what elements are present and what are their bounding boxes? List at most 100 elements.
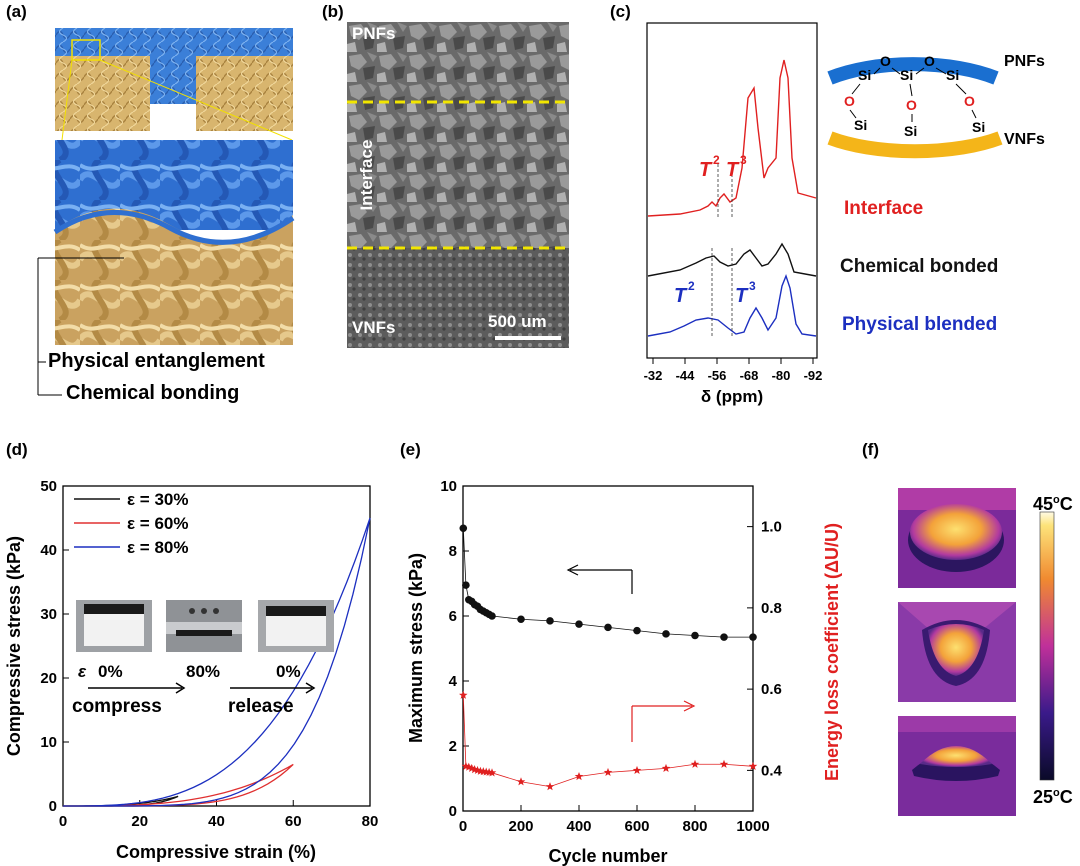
schematic-vnfs-label: VNFs (1004, 131, 1045, 148)
x-tick-label: 1000 (736, 818, 769, 835)
energy-point (574, 771, 584, 781)
x-tick-label: 200 (508, 818, 533, 835)
x-tick-label: 0 (59, 813, 67, 830)
sem-label-pnfs: PNFs (352, 24, 396, 43)
y-tick-label: 20 (40, 670, 57, 687)
inset-photo-1 (76, 600, 152, 652)
nmr-legend-chemical: Chemical bonded (840, 256, 998, 277)
energy-point (459, 690, 468, 699)
nmr-tick-2: -44 (676, 368, 696, 383)
nmr-t2-interface-sup: 2 (713, 153, 720, 167)
nmr-chemical-curve (647, 242, 817, 277)
svg-text:Si: Si (904, 123, 917, 139)
panel-label-e: (e) (400, 440, 421, 459)
curve-80-percent (62, 517, 371, 807)
nmr-t2-interface: T (699, 159, 713, 181)
x-tick-label: 600 (624, 818, 649, 835)
nmr-tick-1: -32 (644, 368, 663, 383)
thermal-scale-max: 45oC (1033, 494, 1073, 514)
inset-compress-label: compress (72, 696, 162, 717)
nmr-legend-interface: Interface (844, 198, 923, 219)
nmr-xlabel: δ (ppm) (701, 387, 763, 406)
y-left-tick-label: 0 (449, 803, 457, 820)
svg-text:O: O (844, 93, 855, 109)
chart-e-frame (462, 485, 754, 812)
energy-point (748, 761, 758, 770)
stress-point (720, 633, 728, 641)
thermal-scale-min: 25oC (1033, 787, 1073, 807)
schematic-o-atoms: O O (880, 53, 935, 69)
nmr-t3-interface-sup: 3 (740, 153, 747, 167)
x-tick-label: 20 (131, 813, 148, 830)
stress-point (546, 617, 554, 625)
y-left-tick-label: 10 (440, 478, 457, 495)
y-right-tick-label: 0.4 (761, 762, 783, 779)
chart-e: 0 200 400 600 800 1000 0 2 4 6 8 10 0.4 0.6 0.8 1.0 Cyc… (406, 478, 842, 866)
nmr-interface-curve (647, 59, 817, 217)
chart-d: 0 20 40 60 80 0 10 20 30 40 50 ε = 30% ε = 60% ε =… (4, 478, 379, 862)
svg-text:O: O (880, 53, 891, 69)
y-right-tick-label: 1.0 (761, 519, 782, 536)
nmr-physical-curve (647, 273, 817, 337)
panel-a-illustration (37, 28, 295, 396)
nmr-tick-6: -92 (804, 368, 823, 383)
schematic-pnf-arc (827, 57, 999, 85)
y-tick-label: 10 (40, 734, 57, 751)
y-tick-label: 30 (40, 606, 57, 623)
panel-label-a: (a) (6, 2, 27, 21)
energy-point (603, 767, 613, 777)
sem-label-vnfs: VNFs (352, 318, 396, 337)
y-left-tick-label: 4 (449, 673, 458, 690)
chart-d-ylabel: Compressive stress (kPa) (4, 536, 24, 756)
inset-eps: ε (78, 662, 87, 681)
energy-point (487, 768, 497, 777)
inset-strain-0b: 0% (276, 662, 301, 681)
inset-photo-2 (166, 600, 242, 652)
stress-point (462, 581, 470, 589)
panel-label-d: (d) (6, 440, 28, 459)
stress-line (462, 528, 753, 638)
nmr-t3-physical-sup: 3 (749, 279, 756, 293)
stress-point (749, 633, 757, 641)
legend-label-80: ε = 80% (127, 538, 188, 557)
sem-label-interface: Interface (357, 139, 376, 211)
y-left-tick-label: 2 (449, 738, 457, 755)
x-tick-label: 60 (285, 813, 302, 830)
nmr-chart: -32 -44 -56 -68 -80 -92 δ (ppm) T T 2 3 … (644, 22, 1045, 406)
svg-text:O: O (924, 53, 935, 69)
thermal-panel (898, 488, 1055, 816)
svg-text:O: O (964, 93, 975, 109)
x-tick-label: 80 (362, 813, 379, 830)
legend-label-60: ε = 60% (127, 514, 188, 533)
svg-text:Si: Si (854, 117, 867, 133)
nmr-tick-3: -56 (708, 368, 727, 383)
stress-point (575, 620, 583, 628)
chart-e-xlabel: Cycle number (548, 846, 667, 866)
energy-point (545, 782, 555, 791)
nmr-legend-physical: Physical blended (842, 314, 997, 335)
inset-release-label: release (228, 696, 294, 717)
sem-image (347, 22, 569, 348)
svg-text:O: O (906, 97, 917, 113)
chemical-bonding-label: Chemical bonding (66, 382, 240, 404)
x-tick-label: 0 (459, 818, 467, 835)
energy-point (661, 763, 671, 772)
inset-strain-0: 0% (98, 662, 123, 681)
schematic-pnfs-label: PNFs (1004, 53, 1045, 70)
panel-label-f: (f) (862, 440, 879, 459)
stress-point (517, 615, 525, 624)
inset-photo-3 (258, 600, 334, 652)
x-tick-label: 400 (566, 818, 591, 835)
svg-text:Si: Si (946, 67, 959, 83)
chart-e-ylabel-right: Energy loss coefficient (ΔU/U) (822, 523, 842, 781)
chart-d-xlabel: Compressive strain (%) (116, 842, 316, 862)
energy-point (464, 762, 474, 771)
y-tick-label: 50 (40, 478, 57, 495)
inset-strain-80: 80% (186, 662, 220, 681)
nmr-tick-4: -68 (740, 368, 759, 383)
stress-point (691, 631, 699, 640)
schematic-si-atoms: Si Si Si Si Si Si (854, 67, 985, 139)
stress-point (604, 623, 612, 632)
stress-point (488, 612, 496, 620)
y-left-tick-label: 6 (449, 608, 457, 625)
